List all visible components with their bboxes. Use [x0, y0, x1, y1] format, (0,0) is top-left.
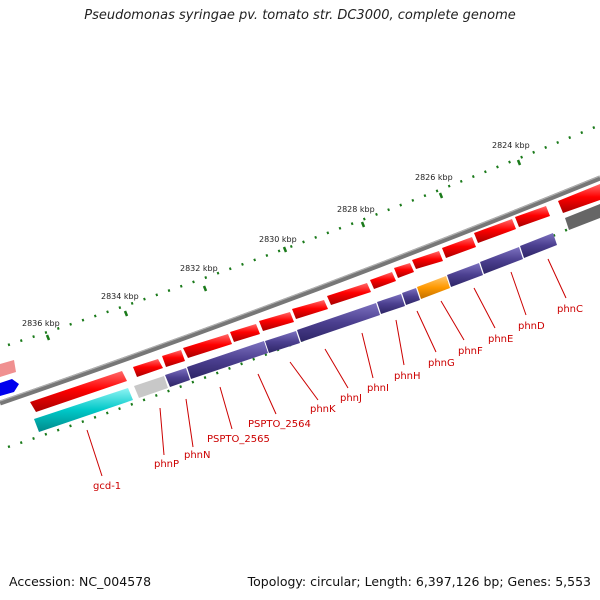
cds-phnG [417, 276, 450, 299]
scale-label-2832: 2832 kbp [180, 264, 218, 273]
backbone-highlight [0, 175, 600, 402]
cds-phnP [134, 376, 168, 398]
gene-arrow-phnC-upper [515, 206, 550, 227]
gene-arrow-phnK-upper [259, 312, 294, 331]
gene-arrow-2565-upper [183, 334, 232, 358]
scale-label-2836: 2836 kbp [22, 319, 60, 328]
map-title: Pseudomonas syringae pv. tomato str. DC3… [84, 8, 516, 23]
gene-label-PSPTO_2564: PSPTO_2564 [248, 419, 311, 430]
gene-arrow-2564-upper [230, 324, 260, 342]
scale-label-2826: 2826 kbp [415, 173, 453, 182]
cds-2565 [187, 341, 268, 379]
backbone-line [0, 175, 600, 406]
gene-label-phnC: phnC [557, 304, 583, 315]
gene-arrow-phnH-upper [370, 272, 396, 289]
gene-arrow-gcd-1-upper [30, 371, 127, 412]
gene-label-phnN: phnN [184, 450, 211, 461]
cds-phnN [165, 368, 190, 387]
scale-label-2824: 2824 kbp [492, 141, 530, 150]
gene-label-phnH: phnH [394, 371, 421, 382]
gene-arrow-phnE-upper [442, 237, 476, 258]
partial-gene-blue [0, 379, 19, 396]
scale-label-2830: 2830 kbp [259, 235, 297, 244]
gene-label-phnK: phnK [310, 404, 336, 415]
cds-phnD [520, 233, 557, 258]
label-leaders [86, 258, 567, 477]
cds-phnJ [377, 294, 405, 314]
gene-arrow-phnI-upper [327, 283, 371, 305]
gene-arrow-phnD-upper [474, 219, 516, 243]
cds-band [34, 204, 600, 432]
gene-label-phnJ: phnJ [340, 393, 362, 404]
forward-genes [30, 184, 600, 412]
scale-label-2828: 2828 kbp [337, 205, 375, 214]
cds-phnE [480, 247, 523, 274]
genome-summary-text: Topology: circular; Length: 6,397,126 bp… [247, 574, 591, 589]
cds-gray-right [565, 204, 600, 230]
cds-phnI [402, 288, 420, 305]
gene-arrow-phnF-upper [412, 251, 443, 269]
gene-label-phnF: phnF [458, 346, 483, 357]
scale-label-2834: 2834 kbp [101, 292, 139, 301]
cds-phnK [297, 303, 380, 342]
gene-label-PSPTO_2565: PSPTO_2565 [207, 434, 270, 445]
gene-arrow-phnN-upper [162, 350, 185, 367]
scale-ticks [45, 159, 522, 341]
gene-arrow-phnP-upper [133, 359, 163, 377]
gene-label-phnE: phnE [488, 334, 513, 345]
gene-label-phnP: phnP [154, 459, 179, 470]
accession-text: Accession: NC_004578 [9, 574, 152, 589]
gene-arrow-right-edge [558, 184, 600, 213]
gene-arrow-phnJ-upper [292, 300, 328, 319]
gene-arrow-phnG-upper [394, 263, 414, 278]
gene-label-phnG: phnG [428, 358, 455, 369]
cds-2564 [265, 331, 300, 353]
cds-gcd-1 [34, 388, 133, 432]
partial-gene-pink [0, 360, 16, 377]
gene-label-phnI: phnI [367, 383, 389, 394]
gene-label-gcd-1: gcd-1 [93, 481, 121, 492]
cds-phnF [447, 263, 483, 287]
gene-label-phnD: phnD [518, 321, 545, 332]
